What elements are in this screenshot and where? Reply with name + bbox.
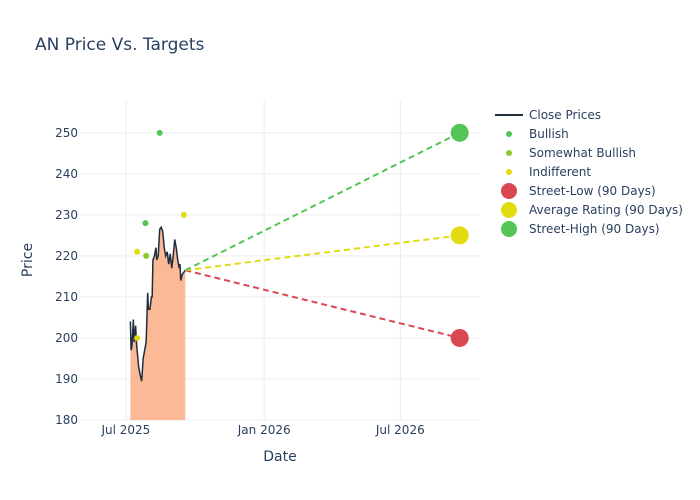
target-marker <box>450 328 469 347</box>
tick-layer: 180 190 200 210 220 230 240 250 Jul 2025 Jan 2026… <box>55 126 425 437</box>
legend-swatch-marker <box>506 150 512 156</box>
analyst-rating-point <box>142 220 149 227</box>
area-layer <box>130 227 186 420</box>
analyst-rating-point <box>180 211 187 218</box>
target-marker <box>450 123 469 142</box>
analyst-rating-point <box>134 334 141 341</box>
analyst-rating-point <box>143 252 150 259</box>
legend-label: Street-High (90 Days) <box>529 222 660 236</box>
legend-swatch-marker <box>501 202 517 218</box>
y-tick-label: 250 <box>55 126 78 140</box>
legend-swatch-marker <box>506 169 512 175</box>
analyst-rating-point <box>134 248 141 255</box>
legend-swatch-marker <box>501 183 517 199</box>
legend-swatch-marker <box>501 221 517 237</box>
x-axis-title: Date <box>263 449 296 465</box>
y-tick-label: 180 <box>55 413 78 427</box>
target-trend-line <box>185 269 460 339</box>
y-tick-label: 190 <box>55 372 78 386</box>
x-tick-label: Jul 2025 <box>100 423 150 437</box>
y-axis-title: Price <box>20 243 36 277</box>
legend-label: Somewhat Bullish <box>529 146 636 160</box>
legend[interactable]: Close Prices Bullish Somewhat Bullish Indif… <box>495 108 683 237</box>
legend-label: Bullish <box>529 127 569 141</box>
legend-label: Indifferent <box>529 165 591 179</box>
target-marker <box>450 226 469 245</box>
y-tick-label: 200 <box>55 331 78 345</box>
analyst-rating-point <box>156 129 163 136</box>
legend-swatch-marker <box>506 131 512 137</box>
legend-label: Close Prices <box>529 108 601 122</box>
legend-label: Average Rating (90 Days) <box>529 203 683 217</box>
close-price-area <box>130 227 186 420</box>
y-tick-label: 230 <box>55 208 78 222</box>
target-trend-line <box>185 234 460 272</box>
y-tick-label: 210 <box>55 290 78 304</box>
legend-label: Street-Low (90 Days) <box>529 184 656 198</box>
y-tick-label: 240 <box>55 167 78 181</box>
x-tick-label: Jan 2026 <box>237 423 291 437</box>
close-price-line <box>129 225 186 382</box>
target-trend-line <box>184 131 461 272</box>
point-layer <box>134 123 469 347</box>
line-layer <box>129 131 461 382</box>
chart-title: AN Price Vs. Targets <box>35 35 205 55</box>
x-tick-label: Jul 2026 <box>375 423 425 437</box>
y-tick-label: 220 <box>55 249 78 263</box>
